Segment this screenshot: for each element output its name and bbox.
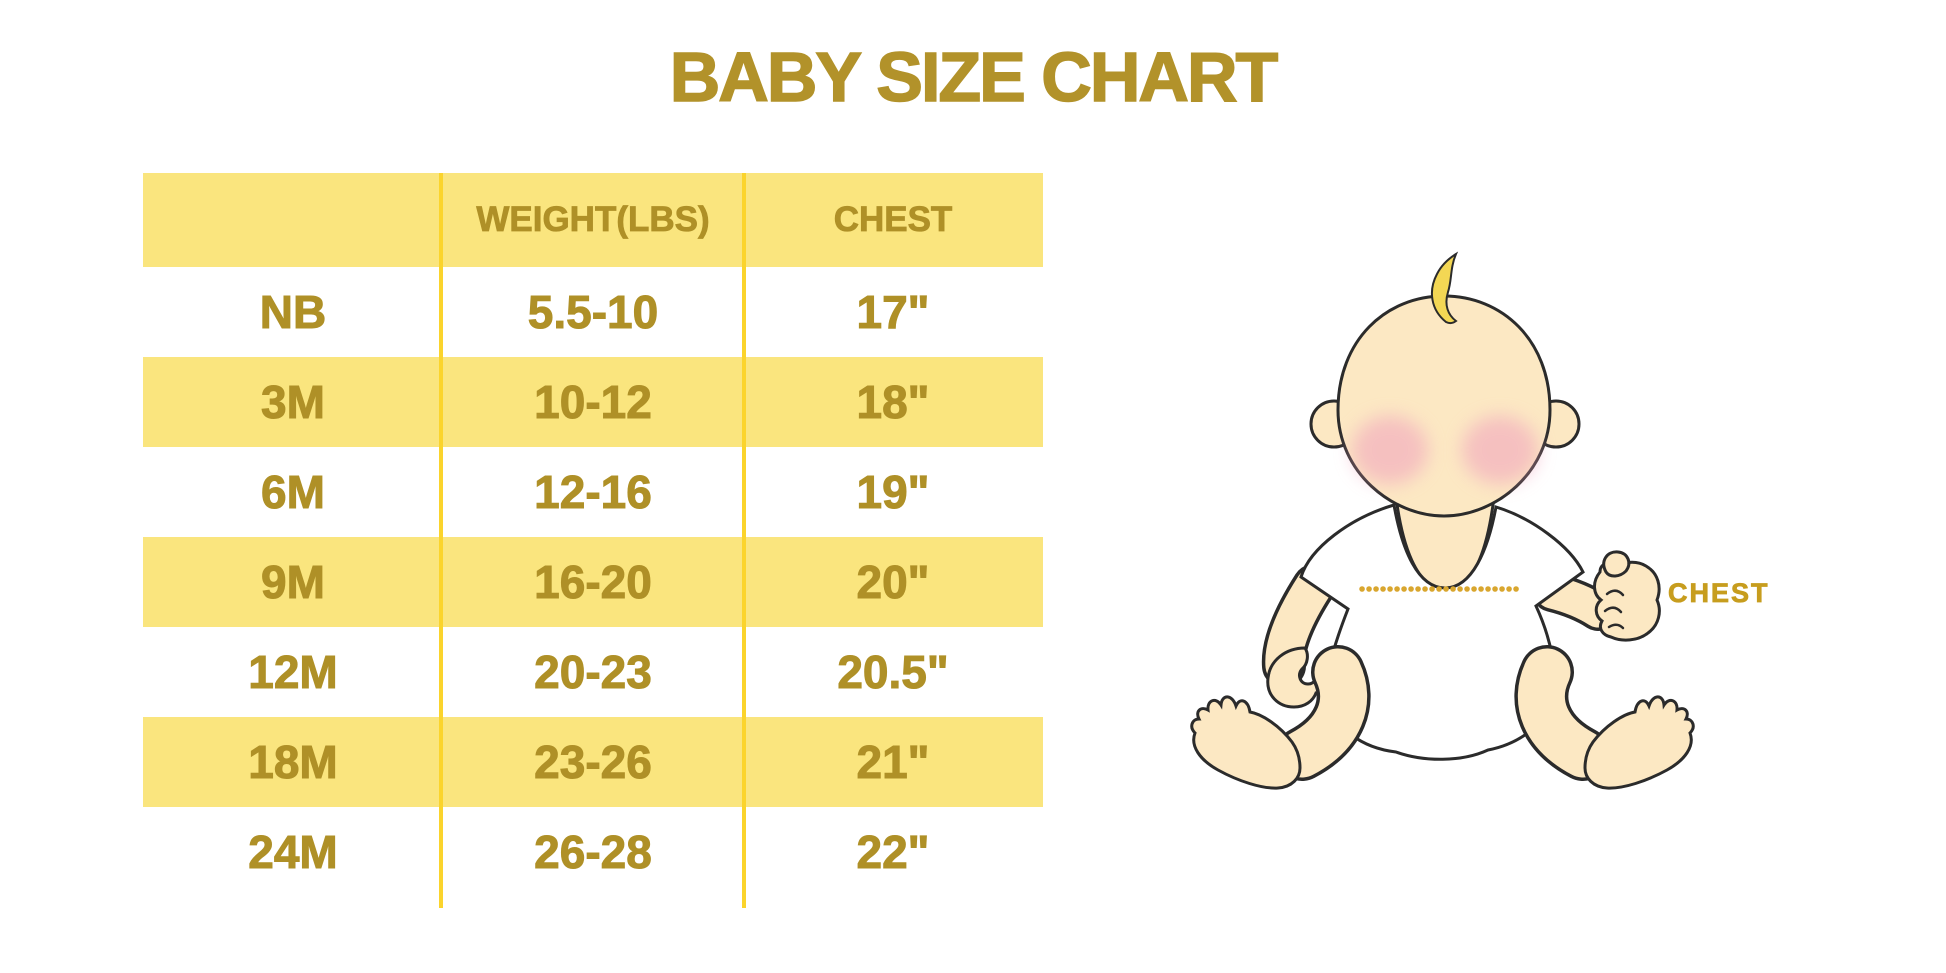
header-cell-chest: CHEST [833, 200, 953, 240]
weight-cell: 12-16 [534, 466, 653, 519]
blush-right [1462, 416, 1538, 484]
weight-cell: 5.5-10 [527, 286, 659, 339]
size-cell: 24M [248, 826, 338, 879]
weight-cell: 26-28 [534, 826, 653, 879]
chest-cell: 17" [856, 286, 930, 339]
size-cell: 12M [248, 646, 338, 699]
size-cell: 3M [261, 376, 326, 429]
chest-cell: 18" [856, 376, 930, 429]
baby-right-fist [1593, 550, 1661, 642]
baby-hair-curl [1430, 251, 1459, 324]
chest-cell: 21" [856, 736, 930, 789]
column-divider-1 [439, 173, 443, 908]
baby-thumb [1602, 550, 1631, 578]
weight-cell: 23-26 [534, 736, 653, 789]
column-divider-2 [742, 173, 746, 908]
baby-left-leg [1190, 645, 1371, 790]
table-row: 9M 16-20 20" [143, 537, 1043, 627]
weight-cell: 16-20 [534, 556, 653, 609]
size-cell: 9M [261, 556, 326, 609]
weight-cell: 10-12 [534, 376, 653, 429]
size-table: WEIGHT(LBS) CHEST NB 5.5-10 17" 3M 10-12… [143, 173, 1043, 908]
baby-head [1336, 294, 1552, 518]
baby-right-leg [1514, 645, 1695, 790]
blush-left [1352, 416, 1428, 484]
table-body: NB 5.5-10 17" 3M 10-12 18" 6M 12-16 19" … [143, 267, 1043, 897]
weight-cell: 20-23 [534, 646, 653, 699]
size-cell: NB [259, 286, 327, 339]
table-header-row: WEIGHT(LBS) CHEST [143, 173, 1043, 267]
chest-cell: 19" [856, 466, 930, 519]
baby-right-arm [1532, 572, 1618, 631]
page-title: BABY SIZE CHART [669, 38, 1279, 116]
size-cell: 6M [261, 466, 326, 519]
chest-label: CHEST [1668, 578, 1770, 609]
table-row: 18M 23-26 21" [143, 717, 1043, 807]
table-row: NB 5.5-10 17" [143, 267, 1043, 357]
chest-cell: 20" [856, 556, 930, 609]
table-row: 24M 26-28 22" [143, 807, 1043, 897]
baby-left-foot [1190, 695, 1302, 790]
chest-cell: 22" [856, 826, 930, 879]
chest-cell: 20.5" [837, 646, 949, 699]
baby-illustration [1190, 251, 1695, 790]
size-cell: 18M [248, 736, 338, 789]
header-cell-size [143, 173, 443, 267]
baby-right-foot [1583, 695, 1695, 790]
header-cell-weight: WEIGHT(LBS) [476, 200, 710, 240]
table-row: 12M 20-23 20.5" [143, 627, 1043, 717]
table-row: 3M 10-12 18" [143, 357, 1043, 447]
table-row: 6M 12-16 19" [143, 447, 1043, 537]
